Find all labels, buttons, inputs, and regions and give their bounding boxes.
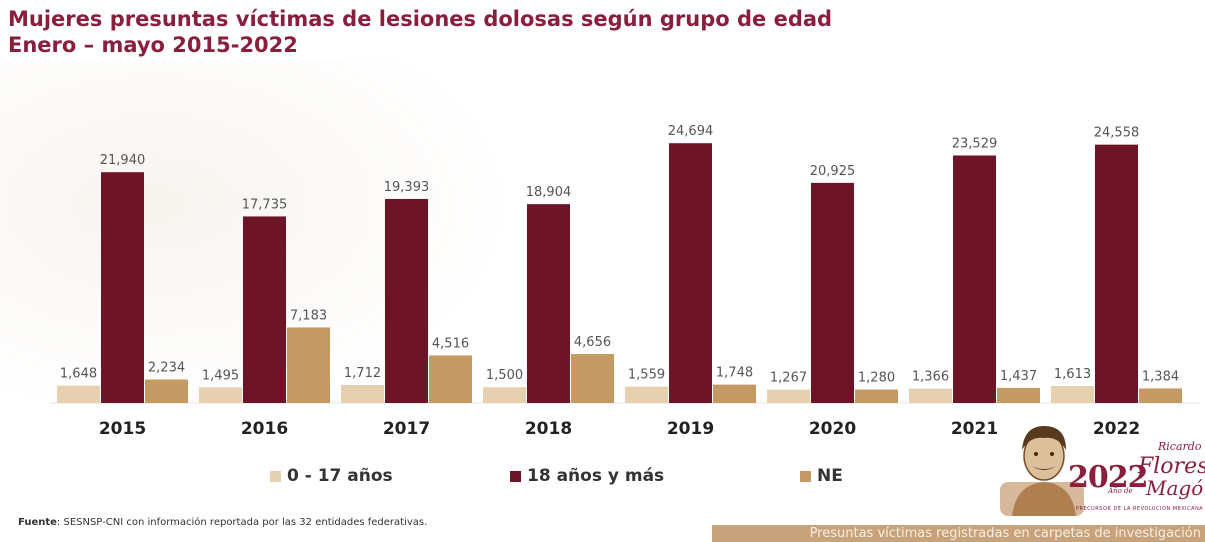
data-label: 1,437 xyxy=(1000,369,1037,384)
logo-connector: Año de xyxy=(1108,487,1133,495)
bar xyxy=(1051,386,1094,403)
bar xyxy=(199,387,242,403)
data-label: 23,529 xyxy=(952,136,998,151)
data-label: 1,613 xyxy=(1054,367,1091,382)
x-tick-label: 2017 xyxy=(383,419,430,439)
bar xyxy=(767,389,810,403)
legend-item-ne: NE xyxy=(800,466,843,486)
data-label: 21,940 xyxy=(100,153,146,168)
bar-chart: 1,648 21,940 2,234 2015 1,495 17,735 7,183 2016… xyxy=(50,124,1200,439)
bar xyxy=(527,204,570,403)
bar xyxy=(101,172,144,403)
bar xyxy=(855,389,898,403)
data-label: 1,648 xyxy=(60,367,97,382)
logo-name-first: Ricardo xyxy=(1158,440,1202,453)
data-label: 18,904 xyxy=(526,185,572,200)
bar xyxy=(669,143,712,403)
bar xyxy=(287,327,330,403)
logo-year: 2022 xyxy=(1068,460,1148,495)
data-label: 4,656 xyxy=(574,335,611,350)
data-label: 1,748 xyxy=(716,366,753,381)
data-label: 1,712 xyxy=(344,366,381,381)
legend-swatch xyxy=(800,470,811,482)
data-label: 24,694 xyxy=(668,124,714,139)
source-note: Fuente: SESNSP-CNI con información repor… xyxy=(18,517,427,528)
bar xyxy=(483,387,526,403)
data-label: 1,384 xyxy=(1142,369,1179,384)
source-label: Fuente xyxy=(18,517,57,528)
bar xyxy=(1139,388,1182,403)
logo-name-second: Flores xyxy=(1138,454,1205,479)
data-label: 1,267 xyxy=(770,371,807,386)
x-tick-label: 2020 xyxy=(809,419,856,439)
data-label: 1,366 xyxy=(912,370,949,385)
x-tick-label: 2022 xyxy=(1093,419,1140,439)
bar xyxy=(997,387,1040,403)
bar xyxy=(625,386,668,403)
bar xyxy=(243,216,286,403)
bar xyxy=(1095,144,1138,403)
legend-item-18-mas: 18 años y más xyxy=(510,466,664,486)
legend-label: NE xyxy=(817,466,843,486)
bar xyxy=(713,384,756,403)
bar xyxy=(429,355,472,403)
data-label: 4,516 xyxy=(432,336,469,351)
bar xyxy=(811,182,854,403)
legend-label: 0 - 17 años xyxy=(287,466,393,486)
data-label: 7,183 xyxy=(290,308,327,323)
data-label: 1,495 xyxy=(202,368,239,383)
legend-label: 18 años y más xyxy=(527,466,665,486)
bar xyxy=(953,155,996,403)
chart-title: Mujeres presuntas víctimas de lesiones d… xyxy=(8,7,833,31)
bar xyxy=(341,384,384,403)
x-tick-label: 2016 xyxy=(241,419,288,439)
bar xyxy=(145,379,188,403)
logo-name-third: Magón xyxy=(1146,476,1205,500)
legend-swatch xyxy=(510,470,521,482)
x-tick-label: 2019 xyxy=(667,419,714,439)
bar xyxy=(571,354,614,403)
data-label: 1,500 xyxy=(486,368,523,383)
data-label: 1,559 xyxy=(628,368,665,383)
bar xyxy=(57,385,100,403)
bar xyxy=(909,388,952,403)
x-tick-label: 2021 xyxy=(951,419,998,439)
legend-swatch xyxy=(270,470,281,482)
ricardo-flores-magon-logo: 2022 Ricardo Flores Año de Magón PRECURS… xyxy=(998,418,1205,522)
data-label: 24,558 xyxy=(1094,126,1140,141)
portrait-icon xyxy=(1000,426,1084,516)
data-label: 19,393 xyxy=(384,180,430,195)
bar xyxy=(385,198,428,403)
data-label: 20,925 xyxy=(810,164,856,179)
chart-subtitle: Enero – mayo 2015-2022 xyxy=(8,33,298,57)
legend-item-0-17: 0 - 17 años xyxy=(270,466,393,486)
logo-tagline: PRECURSOR DE LA REVOLUCIÓN MEXICANA xyxy=(1076,506,1204,512)
x-tick-label: 2018 xyxy=(525,419,572,439)
x-tick-label: 2015 xyxy=(99,419,146,439)
data-label: 17,735 xyxy=(242,197,288,212)
data-label: 2,234 xyxy=(148,360,185,375)
footer-band: Presuntas víctimas registradas en carpet… xyxy=(712,525,1205,542)
source-text: : SESNSP-CNI con información reportada p… xyxy=(56,517,428,528)
data-label: 1,280 xyxy=(858,371,895,386)
